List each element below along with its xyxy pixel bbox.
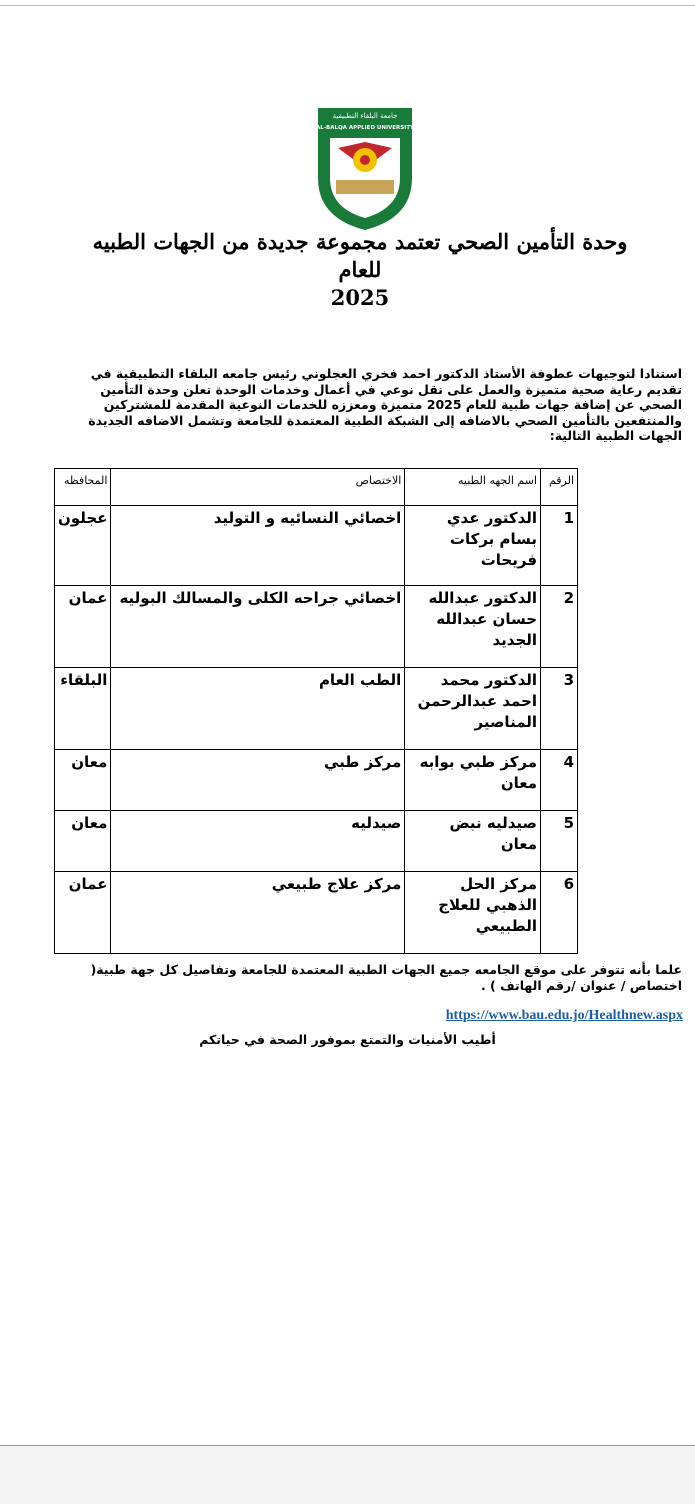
bottom-bar [0, 1445, 695, 1504]
row-number: 1 [540, 505, 578, 586]
university-logo: جامعة البلقاء التطبيقية AL-BALQA APPLIED… [318, 108, 412, 230]
header-specialty: الاختصاص [110, 468, 406, 506]
row-number: 2 [540, 585, 578, 668]
title-line-2: للعام [338, 257, 382, 282]
specialty: اخصائي جراحه الكلى والمسالك البوليه [110, 585, 406, 668]
table-row: 6 مركز الحل الذهبي للعلاج الطبيعي مركز علا… [53, 871, 578, 954]
website-note: علما بأنه تتوفر على موقع الجامعه جميع ال… [90, 962, 682, 993]
table-row: 2 الدكتور عبدالله حسان عبدالله الجديد اخصا… [53, 585, 578, 668]
health-page-link[interactable]: https://www.bau.edu.jo/Healthnew.aspx [445, 1008, 683, 1023]
header-number: الرقم [540, 468, 578, 506]
row-number: 3 [540, 667, 578, 750]
title-line-1: وحدة التأمين الصحي تعتمد مجموعة جديدة من… [92, 229, 628, 254]
top-divider [0, 5, 695, 6]
table-row: 1 الدكتور عدي بسام بركات فريحات اخصائي الن… [53, 505, 578, 586]
row-number: 6 [540, 871, 578, 954]
page-title: وحدة التأمين الصحي تعتمد مجموعة جديدة من… [40, 228, 680, 312]
svg-text:AL-BALQA APPLIED UNIVERSITY: AL-BALQA APPLIED UNIVERSITY [318, 125, 412, 131]
intro-paragraph: استنادا لتوجيهات عطوفة الأستاذ الدكتور ا… [88, 366, 682, 443]
table-row: 5 صيدليه نبض معان صيدليه معان [53, 810, 578, 872]
governorate: معان [53, 749, 112, 811]
svg-text:جامعة البلقاء التطبيقية: جامعة البلقاء التطبيقية [333, 112, 398, 120]
governorate: عمان [53, 585, 112, 668]
specialty: اخصائي النسائيه و التوليد [110, 505, 406, 586]
medical-providers-table: الرقم اسم الجهه الطبيه الاختصاص المحافظه… [53, 468, 578, 954]
header-provider-name: اسم الجهه الطبيه [404, 468, 542, 506]
provider-name: الدكتور محمد احمد عبدالرحمن المناصير [404, 667, 542, 750]
closing-wishes: أطيب الأمنيات والتمتع بموفور الصحة في حي… [199, 1032, 496, 1047]
row-number: 4 [540, 749, 578, 811]
provider-name: الدكتور عدي بسام بركات فريحات [404, 505, 542, 586]
provider-name: الدكتور عبدالله حسان عبدالله الجديد [404, 585, 542, 668]
specialty: الطب العام [110, 667, 406, 750]
table-row: 3 الدكتور محمد احمد عبدالرحمن المناصير الط… [53, 667, 578, 750]
governorate: عمان [53, 871, 112, 954]
governorate: عجلون [53, 505, 112, 586]
provider-name: صيدليه نبض معان [404, 810, 542, 872]
table-row: 4 مركز طبي بوابه معان مركز طبي معان [53, 749, 578, 811]
governorate: معان [53, 810, 112, 872]
provider-name: مركز الحل الذهبي للعلاج الطبيعي [404, 871, 542, 954]
specialty: مركز علاج طبيعي [110, 871, 406, 954]
provider-name: مركز طبي بوابه معان [404, 749, 542, 811]
specialty: مركز طبي [110, 749, 406, 811]
governorate: البلقاء [53, 667, 112, 750]
title-year: 2025 [330, 285, 390, 310]
table-header-row: الرقم اسم الجهه الطبيه الاختصاص المحافظه [53, 468, 578, 506]
header-governorate: المحافظه [53, 468, 112, 506]
specialty: صيدليه [110, 810, 406, 872]
row-number: 5 [540, 810, 578, 872]
